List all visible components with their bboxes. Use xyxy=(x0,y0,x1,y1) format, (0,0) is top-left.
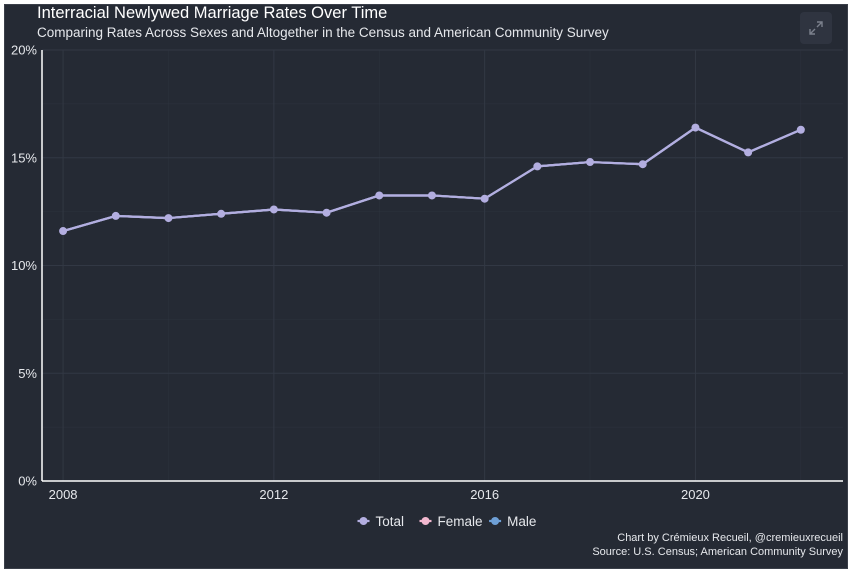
data-point xyxy=(217,209,226,218)
expand-icon xyxy=(809,21,823,35)
y-tick-label: 15% xyxy=(11,150,37,165)
legend-key-marker xyxy=(491,517,500,525)
chart-subtitle: Comparing Rates Across Sexes and Altoget… xyxy=(37,25,609,40)
caption-source: Source: U.S. Census; American Community … xyxy=(592,546,843,558)
legend: Total Female Male xyxy=(357,514,536,529)
legend-label: Female xyxy=(438,514,483,529)
y-tick-label: 20% xyxy=(11,43,37,58)
series-lines xyxy=(59,123,805,236)
grid-lines xyxy=(42,49,843,482)
y-tick-label: 0% xyxy=(18,474,37,489)
data-point xyxy=(375,191,384,200)
data-point xyxy=(269,205,278,214)
data-point xyxy=(322,208,331,217)
data-point xyxy=(638,160,647,169)
data-point xyxy=(691,123,700,132)
x-tick-label: 2008 xyxy=(49,487,78,502)
x-tick-label: 2012 xyxy=(259,487,288,502)
data-point xyxy=(586,158,595,167)
y-tick-label: 5% xyxy=(18,366,37,381)
chart-title: Interracial Newlywed Marriage Rates Over… xyxy=(37,4,388,22)
data-point xyxy=(796,125,805,134)
caption-credit: Chart by Crémieux Recueil, @cremieuxrecu… xyxy=(617,532,843,544)
legend-label: Total xyxy=(376,514,405,529)
expand-button[interactable] xyxy=(800,12,832,44)
data-point xyxy=(533,162,542,171)
legend-key-marker xyxy=(421,517,430,525)
x-tick-label: 2020 xyxy=(681,487,710,502)
y-tick-label: 10% xyxy=(11,258,37,273)
chart-caption: Chart by Crémieux Recueil, @cremieuxrecu… xyxy=(592,531,843,559)
data-point xyxy=(427,191,436,200)
x-tick-label: 2016 xyxy=(470,487,499,502)
legend-label: Male xyxy=(507,514,536,529)
data-point xyxy=(59,227,68,236)
axes: 0% 5% 10% 15% 20% 2008 2012 2016 2020 xyxy=(11,43,843,502)
data-point xyxy=(480,194,489,203)
data-point xyxy=(111,211,120,220)
data-point xyxy=(744,148,753,157)
series-line-female xyxy=(62,126,802,233)
series-line-total xyxy=(62,126,802,233)
data-point xyxy=(164,214,173,223)
series-line-male xyxy=(62,126,802,233)
legend-key-marker xyxy=(359,517,368,525)
chart-frame xyxy=(4,4,848,569)
